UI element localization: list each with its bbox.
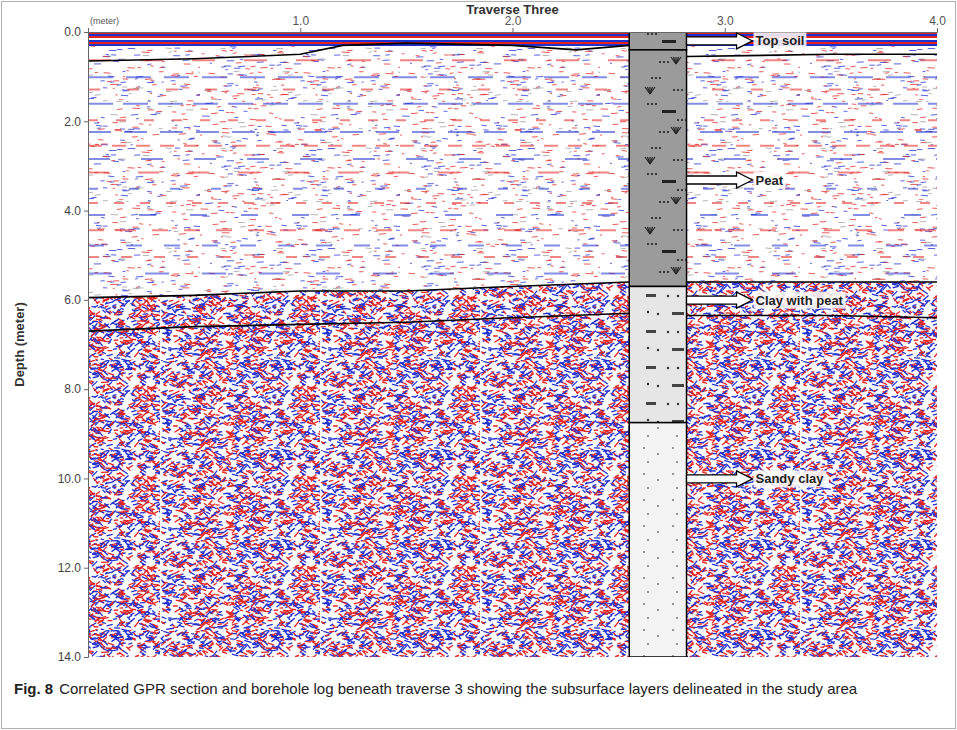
y-tick: 12.0	[58, 561, 88, 575]
reflection-streak	[88, 103, 937, 105]
y-tick: 0.0	[64, 25, 88, 39]
y-tick-mark	[84, 300, 88, 301]
reflection-streak	[88, 119, 937, 121]
layer-labels: Top soil Peat Clay with peat Sandy clay	[687, 32, 846, 487]
reflection-streak	[88, 272, 937, 274]
y-tick-label: 2.0	[64, 115, 81, 129]
top-band	[88, 42, 937, 44]
y-axis-line	[84, 33, 89, 658]
y-tick: 10.0	[58, 472, 88, 486]
label-patch	[754, 32, 807, 49]
x-tick-mark	[937, 28, 938, 32]
label-arrow	[687, 172, 753, 188]
borehole-layer	[629, 32, 686, 50]
label-patch	[754, 172, 786, 189]
reflection-streak	[88, 76, 937, 78]
y-axis: 0.0 2.0 4.0 6.0 8.0 10.0 12.0 14.0	[58, 25, 89, 664]
reflection-streak	[88, 229, 937, 231]
interface-line	[88, 43, 937, 61]
y-tick-mark	[84, 568, 88, 569]
x-tick-mark	[300, 28, 301, 32]
y-tick-label: 6.0	[64, 293, 81, 307]
x-tick: 3.0	[717, 14, 734, 32]
y-tick-mark	[84, 32, 88, 33]
label-arrow	[687, 471, 753, 487]
y-tick-label: 8.0	[64, 382, 81, 396]
reflection-streak	[88, 245, 937, 247]
y-tick-mark	[84, 657, 88, 658]
reflection-streak	[88, 89, 937, 91]
dense-texture	[88, 282, 937, 657]
fig-label: Fig. 8	[14, 680, 53, 697]
reflection-streak	[88, 172, 937, 174]
reflection-streak	[88, 202, 937, 204]
top-band	[88, 38, 937, 40]
upper-texture	[88, 32, 937, 657]
y-tick-label: 4.0	[64, 204, 81, 218]
y-tick-mark	[84, 211, 88, 212]
reflection-streak	[88, 214, 937, 216]
label-patch	[754, 292, 846, 309]
caption: Fig. 8 Correlated GPR section and borehol…	[14, 680, 858, 697]
label-arrow	[687, 33, 753, 49]
y-tick: 6.0	[64, 293, 88, 307]
caption-line: Fig. 8 Correlated GPR section and borehol…	[14, 680, 858, 697]
y-tick-mark	[84, 121, 88, 122]
x-tick-label: 4.0	[929, 14, 946, 28]
y-tick-label: 0.0	[64, 25, 81, 39]
y-tick: 14.0	[58, 650, 88, 664]
reflection-streak	[88, 188, 937, 190]
figure-frame	[2, 2, 956, 729]
layer-label: Top soil	[756, 33, 805, 48]
chart-title: Traverse Three	[466, 2, 559, 17]
y-tick-label: 10.0	[58, 472, 82, 486]
layer-label: Sandy clay	[756, 471, 825, 486]
reflection-streak	[88, 256, 937, 258]
x-axis-line	[89, 28, 938, 33]
reflection-streak	[88, 131, 937, 133]
x-tick-label: 3.0	[717, 14, 734, 28]
borehole-layer	[629, 50, 686, 287]
y-tick: 8.0	[64, 382, 88, 396]
borehole-layer	[629, 286, 686, 422]
top-band	[88, 40, 937, 42]
x-tick: 1.0	[292, 14, 309, 32]
reflection-streak	[88, 158, 937, 160]
y-axis-title: Depth (meter)	[12, 302, 27, 387]
reflection-streak	[88, 59, 937, 61]
x-axis-title: (meter)	[90, 16, 119, 26]
caption-text: Correlated GPR section and borehole log …	[59, 680, 858, 697]
top-band	[88, 36, 937, 38]
x-tick-mark	[513, 28, 514, 32]
y-tick-label: 12.0	[58, 561, 82, 575]
x-tick-mark	[725, 28, 726, 32]
label-patch	[754, 470, 827, 487]
layer-label: Clay with peat	[756, 293, 844, 308]
interface-line	[88, 313, 937, 331]
y-tick-mark	[84, 389, 88, 390]
y-tick: 2.0	[64, 115, 88, 129]
top-band	[88, 34, 937, 36]
borehole-layer	[629, 423, 686, 657]
label-arrow	[687, 292, 753, 308]
plot-area	[88, 32, 937, 657]
figure: 1.02.03.04.00.02.04.06.08.010.012.014.0T…	[0, 0, 957, 730]
x-tick: 4.0	[929, 14, 946, 32]
reflection-streak	[88, 145, 937, 147]
y-tick-mark	[84, 478, 88, 479]
x-tick-label: 1.0	[292, 14, 309, 28]
y-tick-label: 14.0	[58, 650, 82, 664]
y-tick: 4.0	[64, 204, 88, 218]
layer-label: Peat	[756, 173, 784, 188]
